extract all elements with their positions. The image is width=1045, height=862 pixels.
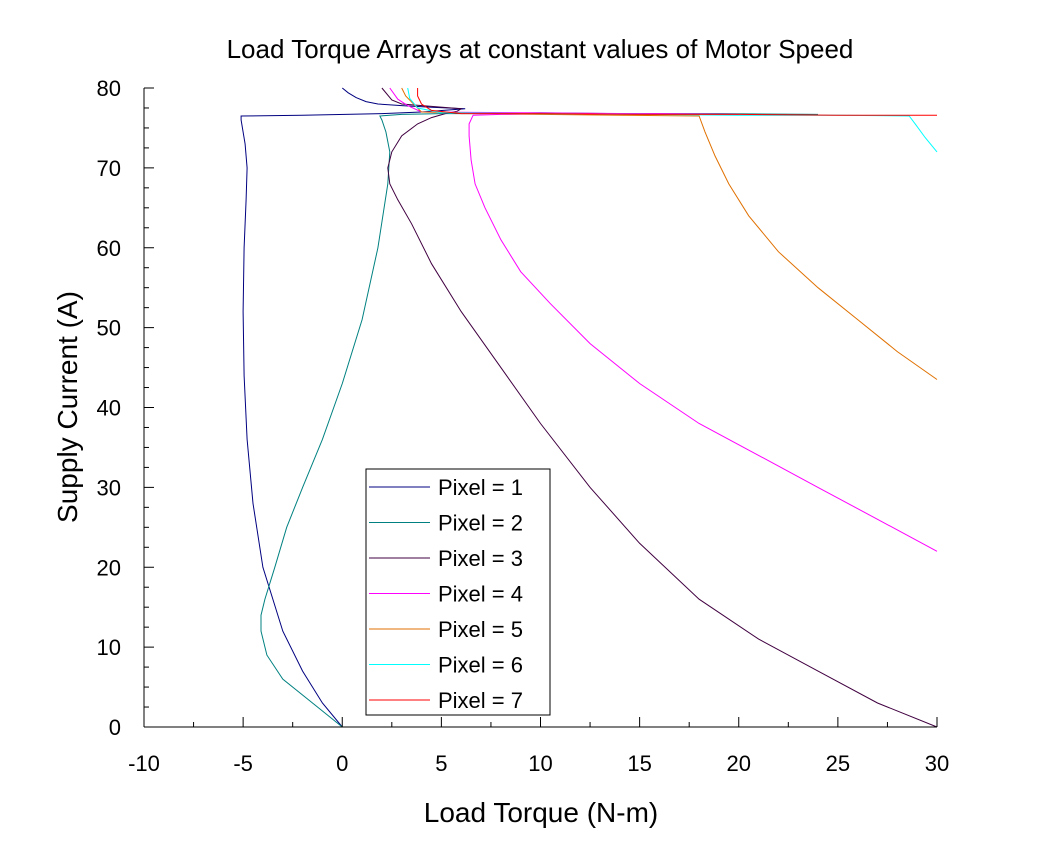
- x-tick-label: 30: [925, 751, 949, 776]
- y-tick-label: 10: [97, 635, 121, 660]
- legend-label: Pixel = 2: [438, 511, 523, 536]
- x-tick-label: 0: [336, 751, 348, 776]
- x-tick-label: 20: [727, 751, 751, 776]
- y-tick-label: 50: [97, 316, 121, 341]
- legend-box: [365, 468, 551, 716]
- y-tick-label: 70: [97, 156, 121, 181]
- x-tick-label: 25: [826, 751, 850, 776]
- legend-label: Pixel = 3: [438, 546, 523, 571]
- y-tick-label: 80: [97, 76, 121, 101]
- y-tick-label: 40: [97, 396, 121, 421]
- series-line-7: [417, 88, 937, 116]
- x-tick-label: 15: [627, 751, 651, 776]
- y-tick-label: 0: [109, 715, 121, 740]
- series-line-1: [240, 87, 466, 728]
- y-tick-label: 30: [97, 475, 121, 500]
- axes: -10 -5 0 5 10 15 20 25 30 0 10 20 30 40 50 60 70 80: [97, 76, 950, 776]
- series-line-3: [381, 87, 938, 728]
- legend-label: Pixel = 1: [438, 475, 523, 500]
- x-tick-label: -5: [233, 751, 253, 776]
- series-line-6: [407, 87, 938, 153]
- x-axis-label: Load Torque (N-m): [424, 797, 658, 828]
- legend-label: Pixel = 7: [438, 688, 523, 713]
- legend-label: Pixel = 6: [438, 653, 523, 678]
- legend: Pixel = 1 Pixel = 2 Pixel = 3 Pixel = 4 Pixe…: [365, 468, 551, 716]
- plot-area: [240, 87, 938, 728]
- y-axis-label: Supply Current (A): [52, 291, 83, 523]
- x-tick-label: -10: [128, 751, 160, 776]
- y-tick-label: 60: [97, 236, 121, 261]
- x-tick-label: 10: [528, 751, 552, 776]
- x-tick-label: 5: [435, 751, 447, 776]
- legend-label: Pixel = 5: [438, 617, 523, 642]
- series-line-5: [401, 87, 938, 380]
- legend-label: Pixel = 4: [438, 582, 523, 607]
- chart-title: Load Torque Arrays at constant values of…: [227, 34, 854, 64]
- y-tick-label: 20: [97, 555, 121, 580]
